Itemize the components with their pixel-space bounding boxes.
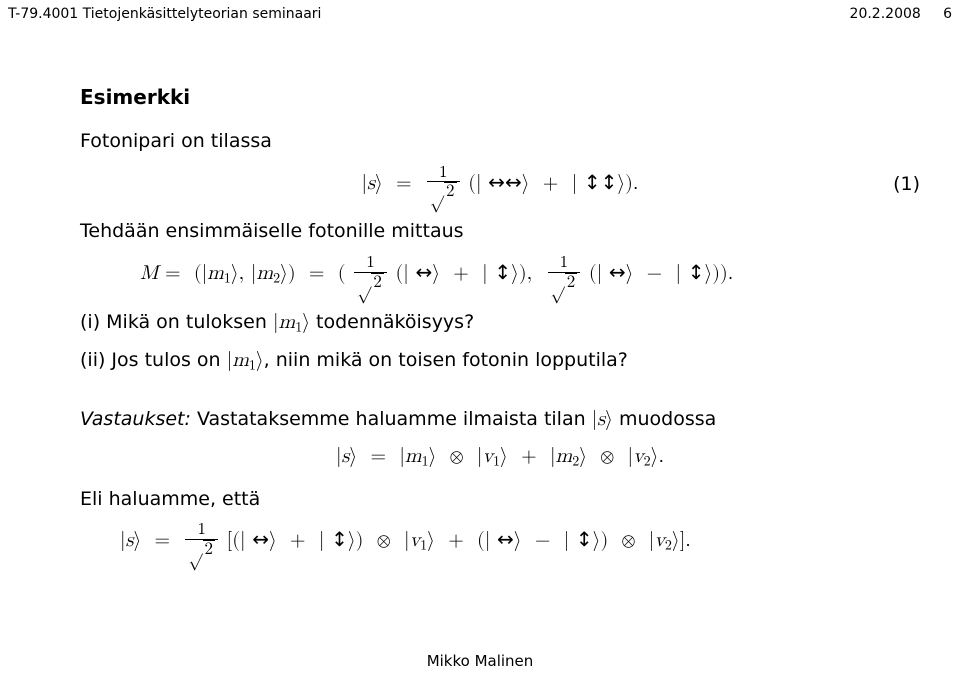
eqM-math: M = (|m1⟩, |m2⟩) = ( 1 √2 (| ↔⟩ + | ↕⟩),… bbox=[140, 256, 733, 294]
eq1-number: (1) bbox=[893, 173, 920, 195]
content: Esimerkki Fotonipari on tilassa |s⟩ = 1 … bbox=[80, 55, 920, 575]
frac-1-sqrt2: 1 √2 bbox=[427, 164, 460, 202]
p5a: Vastaukset: bbox=[80, 408, 191, 430]
p3: (i) Mikä on tuloksen |m1⟩ todennäköisyys… bbox=[80, 307, 920, 339]
header-right: 20.2.2008 6 bbox=[850, 6, 952, 22]
header-date: 20.2.2008 bbox=[850, 6, 921, 22]
p4b: , niin mikä on toisen fotonin lopputila? bbox=[264, 349, 628, 371]
p6: Eli haluamme, että bbox=[80, 485, 920, 514]
p5: Vastaukset: Vastataksemme haluamme ilmai… bbox=[80, 404, 920, 434]
equation-M: M = (|m1⟩, |m2⟩) = ( 1 √2 (| ↔⟩ + | ↕⟩),… bbox=[140, 256, 920, 294]
page: T-79.4001 Tietojenkäsittelyteorian semin… bbox=[0, 0, 960, 680]
eq-final-math: |s⟩ = 1 √2 [(| ↔⟩ + | ↕⟩) ⊗ |v1⟩ + (| ↔⟩… bbox=[120, 523, 691, 561]
footer-author: Mikko Malinen bbox=[0, 652, 960, 670]
p2: Tehdään ensimmäiselle fotonille mittaus bbox=[80, 217, 920, 246]
p3b: todennäköisyys? bbox=[310, 311, 474, 333]
eq1-math: |s⟩ = 1 √2 (| ↔↔⟩ + | ↕↕⟩). bbox=[362, 166, 639, 204]
equation-s-tensor: |s⟩ = |m1⟩ ⊗ |v1⟩ + |m2⟩ ⊗ |v2⟩. bbox=[80, 444, 920, 471]
p4: (ii) Jos tulos on |m1⟩, niin mikä on toi… bbox=[80, 345, 920, 377]
header-left: T-79.4001 Tietojenkäsittelyteorian semin… bbox=[8, 6, 321, 22]
p3a: (i) Mikä on tuloksen bbox=[80, 311, 273, 333]
eq-s-math: |s⟩ = |m1⟩ ⊗ |v1⟩ + |m2⟩ ⊗ |v2⟩. bbox=[336, 444, 664, 471]
section-title: Esimerkki bbox=[80, 85, 920, 109]
p5c: muodossa bbox=[613, 408, 716, 430]
equation-final: |s⟩ = 1 √2 [(| ↔⟩ + | ↕⟩) ⊗ |v1⟩ + (| ↔⟩… bbox=[120, 523, 920, 561]
p1: Fotonipari on tilassa bbox=[80, 127, 920, 156]
p5b: Vastataksemme haluamme ilmaista tilan bbox=[191, 408, 592, 430]
equation-1: |s⟩ = 1 √2 (| ↔↔⟩ + | ↕↕⟩). (1) bbox=[80, 166, 920, 204]
header-page: 6 bbox=[943, 6, 952, 22]
p4a: (ii) Jos tulos on bbox=[80, 349, 227, 371]
